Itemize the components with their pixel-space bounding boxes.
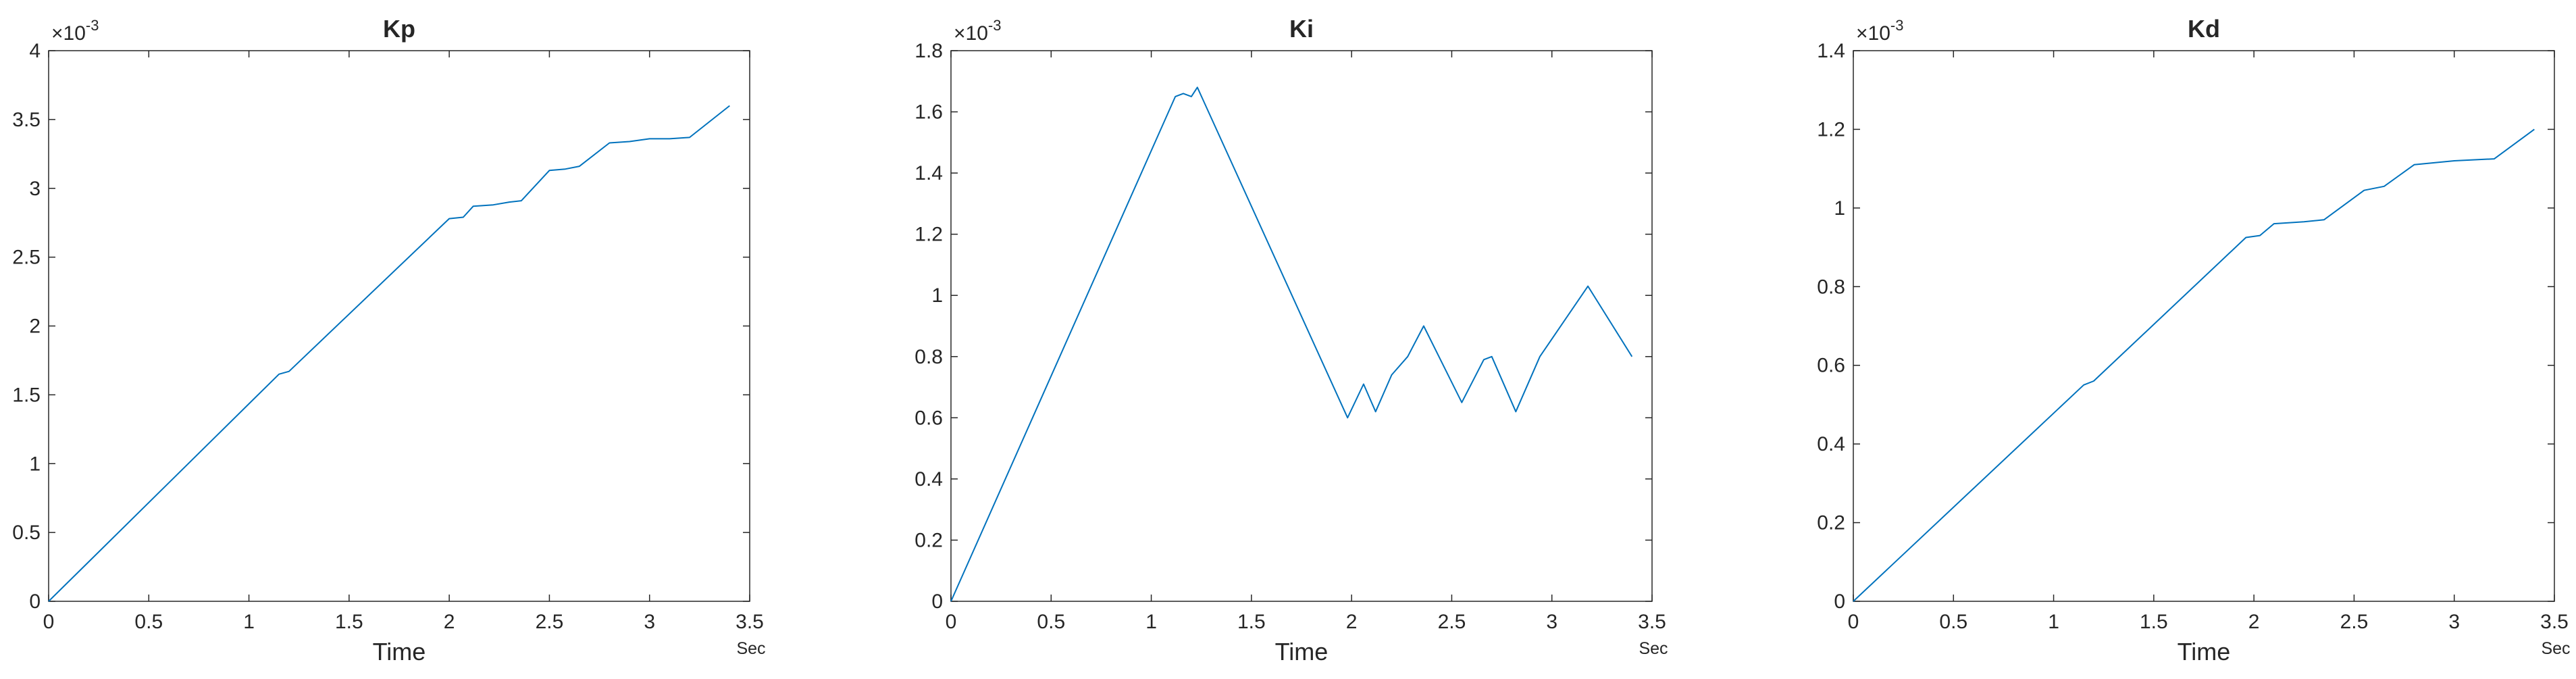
x-tick-label-ki: 3.5: [1638, 611, 1666, 633]
x-tick-label-kd: 3.5: [2540, 611, 2569, 633]
y-tick-label-kp: 1: [29, 453, 41, 475]
x-tick-label-kp: 0.5: [134, 611, 163, 633]
x-axis-label-kp: Time: [373, 638, 426, 665]
x-axis-label-ki: Time: [1275, 638, 1329, 665]
subplot-kp: 0 0.5 1 1.5 2 2.5 3 3.5 0 0.5 1 1.5 2 2.5 3 3.5 4 ×10-3 Kp…: [12, 15, 765, 665]
subplot-kd: 0 0.5 1 1.5 2 2.5 3 3.5 0 0.2 0.4 0.6 0.8 1 1.2 1.4 ×10-…: [1817, 15, 2570, 665]
x-tick-label-kp: 1: [243, 611, 255, 633]
subplot-ki: 0 0.5 1 1.5 2 2.5 3 3.5 0 0.2 0.4 0.6 0.8 1 1.2 1.4 1.6 1…: [915, 15, 1668, 665]
x-tick-label-kd: 3: [2448, 611, 2460, 633]
plot-area-kd: [1853, 50, 2555, 602]
y-tick-label-ki: 1.6: [915, 101, 943, 124]
x-tick-label-kp: 2.5: [536, 611, 564, 633]
y-tick-label-ki: 1.4: [915, 162, 943, 184]
x-unit-label-kp: Sec: [736, 639, 765, 658]
y-tick-label-kd: 0: [1834, 590, 1845, 613]
y-exponent-kp: ×10-3: [51, 17, 99, 45]
y-tick-label-kp: 2: [29, 316, 41, 338]
y-tick-label-kp: 0: [29, 590, 41, 613]
y-tick-label-ki: 1: [931, 284, 943, 307]
y-tick-label-kp: 1.5: [12, 384, 41, 406]
x-unit-label-ki: Sec: [1639, 639, 1668, 658]
x-tick-label-ki: 0: [946, 611, 957, 633]
chart-title-ki: Ki: [1289, 15, 1314, 43]
y-tick-label-ki: 1.8: [915, 40, 943, 62]
x-unit-label-kd: Sec: [2541, 639, 2570, 658]
series-line-kd: [1853, 128, 2535, 602]
y-exponent-ki: ×10-3: [954, 17, 1001, 45]
chart-title-kd: Kd: [2188, 15, 2220, 43]
x-tick-label-ki: 0.5: [1037, 611, 1065, 633]
x-tick-label-kp: 3.5: [736, 611, 764, 633]
x-tick-label-kd: 1.5: [2140, 611, 2168, 633]
x-tick-label-kp: 1.5: [335, 611, 363, 633]
y-tick-label-kd: 0.6: [1817, 355, 1845, 377]
y-tick-label-kd: 0.4: [1817, 433, 1845, 455]
plot-area-kp: [48, 50, 750, 602]
y-tick-label-kd: 0.2: [1817, 512, 1845, 534]
y-tick-label-kd: 0.8: [1817, 276, 1845, 298]
y-tick-label-kp: 4: [29, 40, 41, 62]
y-exponent-kd: ×10-3: [1856, 17, 1903, 45]
x-tick-label-ki: 1: [1145, 611, 1157, 633]
x-axis-label-kd: Time: [2178, 638, 2231, 665]
y-tick-label-ki: 0.4: [915, 468, 943, 491]
y-tick-label-ki: 0: [931, 590, 943, 613]
y-tick-label-ki: 0.2: [915, 529, 943, 551]
y-tick-label-kd: 1.4: [1817, 40, 1845, 62]
y-tick-label-kp: 0.5: [12, 522, 41, 544]
y-tick-label-kd: 1.2: [1817, 118, 1845, 141]
y-tick-label-kp: 2.5: [12, 247, 41, 269]
x-tick-label-ki: 2: [1346, 611, 1358, 633]
y-tick-label-kp: 3: [29, 178, 41, 200]
x-tick-label-ki: 1.5: [1237, 611, 1266, 633]
x-tick-label-kp: 2: [444, 611, 455, 633]
y-tick-label-kd: 1: [1834, 197, 1845, 220]
y-tick-label-ki: 0.8: [915, 346, 943, 368]
x-tick-label-ki: 2.5: [1438, 611, 1466, 633]
x-tick-label-kp: 3: [644, 611, 655, 633]
series-line-ki: [950, 86, 1633, 602]
y-tick-label-ki: 1.2: [915, 224, 943, 246]
x-tick-label-kp: 0: [43, 611, 55, 633]
series-line-kp: [48, 105, 730, 602]
x-tick-label-kd: 0.5: [1939, 611, 1967, 633]
x-tick-label-kd: 2: [2248, 611, 2260, 633]
x-tick-label-kd: 1: [2048, 611, 2059, 633]
chart-title-kp: Kp: [383, 15, 415, 43]
y-tick-label-kp: 3.5: [12, 109, 41, 131]
plot-area-ki: [950, 50, 1653, 602]
x-tick-label-ki: 3: [1546, 611, 1557, 633]
x-tick-label-kd: 0: [1848, 611, 1859, 633]
y-tick-label-ki: 0.6: [915, 407, 943, 429]
x-tick-label-kd: 2.5: [2340, 611, 2369, 633]
